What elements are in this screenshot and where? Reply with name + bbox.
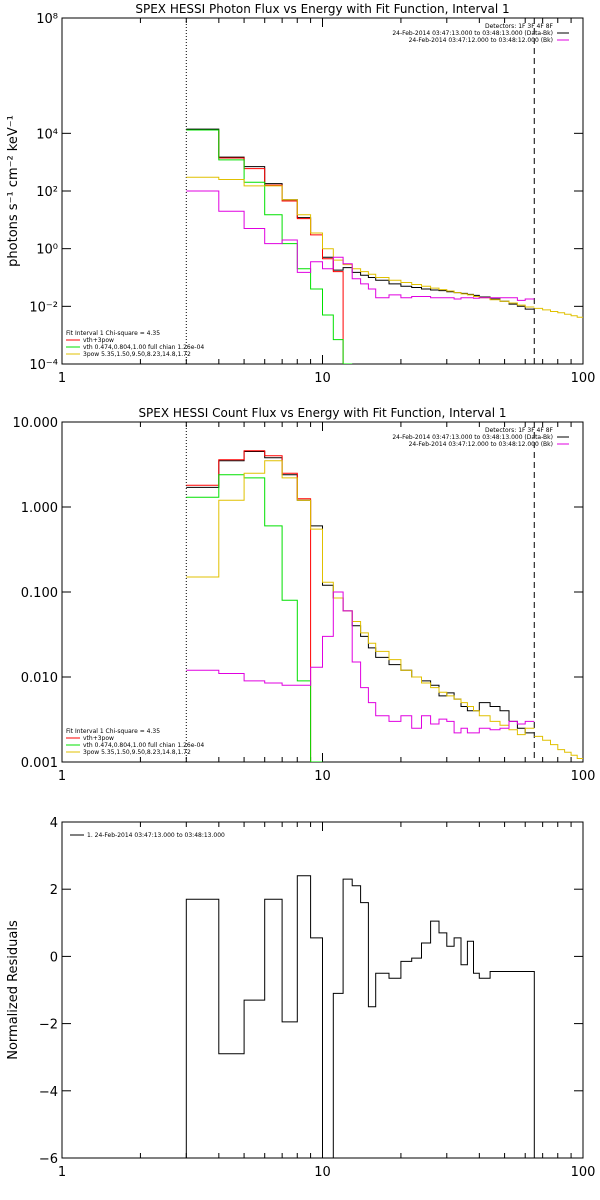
x-tick-label: 10 — [314, 1165, 331, 1180]
legend-text: vth 0.474,0.804,1.00 full chian 1.26e-04 — [83, 742, 204, 749]
x-tick-label: 100 — [571, 371, 596, 386]
series-extension — [534, 735, 583, 759]
chart-title: SPEX HESSI Count Flux vs Energy with Fit… — [138, 406, 506, 420]
series-background — [186, 591, 535, 734]
series-data — [186, 451, 535, 734]
series-power-law — [186, 176, 535, 308]
x-tick-label: 1 — [58, 371, 66, 386]
y-axis-label: Normalized Residuals — [6, 920, 21, 1060]
series-extension — [534, 307, 583, 318]
plot-area — [185, 875, 535, 1158]
y-tick-label: 10⁸ — [36, 12, 58, 27]
x-tick-label: 10 — [314, 371, 331, 386]
legend-text: 3pow 5.35,1.50,9.50,8.23,14.8,1.72 — [83, 749, 191, 756]
series-power-law — [186, 460, 535, 736]
y-tick-label: 0.010 — [21, 671, 58, 686]
legend-text: 3pow 5.35,1.50,9.50,8.23,14.8,1.72 — [83, 351, 191, 358]
y-tick-label: −4 — [39, 1085, 58, 1100]
legend-text: vth 0.474,0.804,1.00 full chian 1.26e-04 — [83, 344, 204, 351]
series-thermal — [186, 129, 353, 364]
photon-flux-chart: SPEX HESSI Photon Flux vs Energy with Fi… — [6, 2, 596, 386]
y-tick-label: 4 — [50, 816, 58, 831]
y-tick-label: −6 — [39, 1152, 58, 1167]
y-tick-label: 2 — [50, 883, 58, 898]
y-axis-label: photons s⁻¹ cm⁻² keV⁻¹ — [6, 115, 21, 267]
legend-text: Detectors: 1F 3F 4F 8F — [485, 427, 554, 434]
legend-text: 24-Feb-2014 03:47:12.000 to 03:48:12.000… — [409, 441, 553, 448]
x-tick-label: 100 — [571, 769, 596, 784]
legend-text: vth+3pow — [83, 735, 114, 742]
y-tick-label: 0 — [50, 950, 58, 965]
x-tick-label: 1 — [58, 769, 66, 784]
count-flux-chart: SPEX HESSI Count Flux vs Energy with Fit… — [13, 406, 596, 784]
y-tick-label: 1.000 — [21, 501, 58, 516]
legend-text: Fit Interval 1 Chi-square = 4.35 — [66, 728, 160, 735]
legend-text: vth+3pow — [83, 337, 114, 344]
y-tick-label: −2 — [39, 1018, 58, 1033]
series-residuals — [185, 875, 535, 1158]
series-total-fit — [186, 129, 344, 364]
y-tick-label: 0.100 — [21, 586, 58, 601]
series-thermal — [186, 474, 323, 762]
series-data — [186, 128, 535, 310]
y-tick-label: 10⁻⁴ — [29, 358, 58, 373]
y-tick-label: 10.000 — [13, 416, 59, 431]
legend-text: Detectors: 1F 3F 4F 8F — [485, 23, 554, 30]
x-tick-label: 10 — [314, 769, 331, 784]
residuals-chart: 1 10 100 −6 −4 −2 0 2 4 Normalized Residuals 1. 24… — [6, 816, 596, 1180]
legend-text: 24-Feb-2014 03:47:12.000 to 03:48:12.000… — [409, 37, 553, 44]
x-tick-label: 100 — [571, 1165, 596, 1180]
chart-title: SPEX HESSI Photon Flux vs Energy with Fi… — [135, 2, 509, 16]
y-tick-label: 10⁴ — [36, 127, 58, 142]
legend-text: 1. 24-Feb-2014 03:47:13.000 to 03:48:13.… — [87, 832, 225, 839]
x-tick-label: 1 — [58, 1165, 66, 1180]
y-tick-label: 10⁰ — [36, 243, 58, 258]
series-background — [186, 190, 535, 301]
legend-text: 24-Feb-2014 03:47:13.000 to 03:48:13.000… — [392, 434, 553, 441]
plot-area — [186, 450, 583, 762]
plot-area — [186, 128, 583, 364]
y-tick-label: 10⁻² — [29, 300, 58, 315]
legend-text: Fit Interval 1 Chi-square = 4.35 — [66, 330, 160, 337]
legend-text: 24-Feb-2014 03:47:13.000 to 03:48:13.000… — [392, 30, 553, 37]
y-tick-label: 0.001 — [21, 756, 58, 771]
y-tick-label: 10² — [36, 185, 58, 200]
